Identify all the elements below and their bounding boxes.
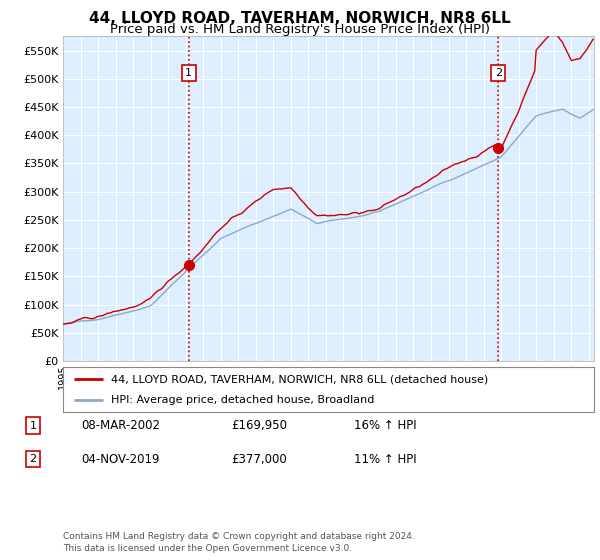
Text: 1: 1 [185, 68, 193, 78]
Text: £377,000: £377,000 [231, 452, 287, 466]
Text: 08-MAR-2002: 08-MAR-2002 [81, 419, 160, 432]
Text: 44, LLOYD ROAD, TAVERHAM, NORWICH, NR8 6LL: 44, LLOYD ROAD, TAVERHAM, NORWICH, NR8 6… [89, 11, 511, 26]
Text: 04-NOV-2019: 04-NOV-2019 [81, 452, 160, 466]
Text: 2: 2 [495, 68, 502, 78]
Text: Contains HM Land Registry data © Crown copyright and database right 2024.
This d: Contains HM Land Registry data © Crown c… [63, 532, 415, 553]
Text: HPI: Average price, detached house, Broadland: HPI: Average price, detached house, Broa… [111, 395, 374, 405]
Text: £169,950: £169,950 [231, 419, 287, 432]
Text: 16% ↑ HPI: 16% ↑ HPI [354, 419, 416, 432]
Text: 1: 1 [29, 421, 37, 431]
Text: 2: 2 [29, 454, 37, 464]
Text: 11% ↑ HPI: 11% ↑ HPI [354, 452, 416, 466]
Text: 44, LLOYD ROAD, TAVERHAM, NORWICH, NR8 6LL (detached house): 44, LLOYD ROAD, TAVERHAM, NORWICH, NR8 6… [111, 374, 488, 384]
Text: Price paid vs. HM Land Registry's House Price Index (HPI): Price paid vs. HM Land Registry's House … [110, 23, 490, 36]
